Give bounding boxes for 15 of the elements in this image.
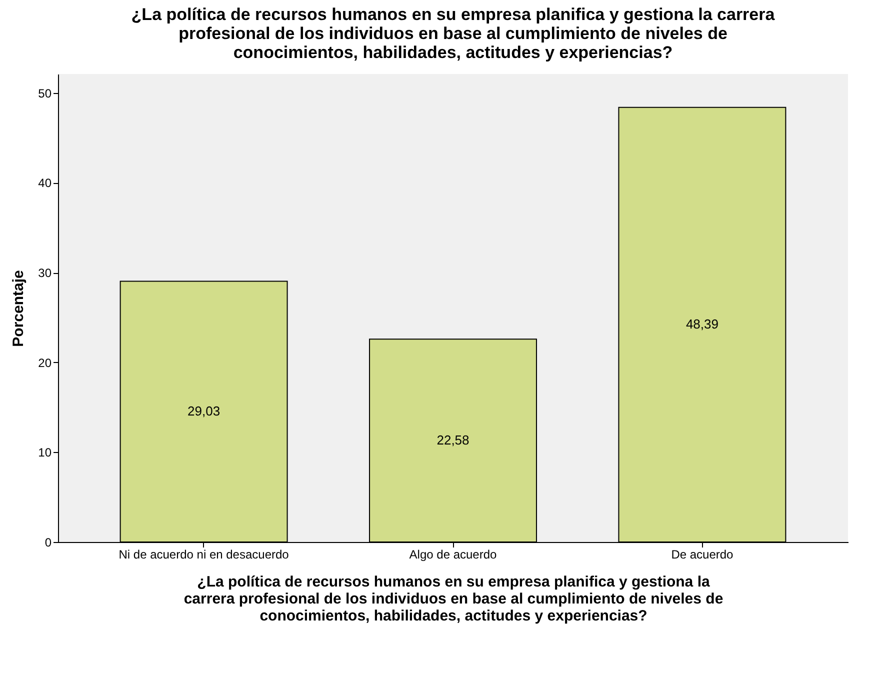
y-tick-label: 30: [38, 266, 52, 280]
x-tick-label: Algo de acuerdo: [409, 548, 498, 562]
x-tick-label: Ni de acuerdo ni en desacuerdo: [118, 548, 290, 562]
y-tick-label: 0: [44, 536, 52, 550]
y-tick-label: 20: [38, 356, 52, 370]
y-axis-title: Porcentaje: [10, 270, 28, 347]
chart-title: ¿La política de recursos humanos en su empresa planifica y gestiona la carrera profesional de los individuos en base al cumplimiento de niveles de conocimientos, habilidades, actitudes y experiencias?: [131, 5, 776, 62]
data-label: 22,58: [436, 432, 470, 448]
data-label: 29,03: [188, 404, 220, 419]
data-label: 48,39: [686, 316, 718, 332]
x-axis-title: ¿La política de recursos humanos en su empresa planifica y gestiona la carrera profesional de los individuos en base al cumplimiento de niveles de conocimientos, habilidades, actitudes y experiencias?: [184, 574, 724, 624]
y-tick-label: 40: [38, 176, 52, 190]
x-tick-label: De acuerdo: [671, 548, 734, 562]
y-tick-label: 50: [38, 86, 52, 100]
y-tick-label: 10: [38, 446, 52, 460]
